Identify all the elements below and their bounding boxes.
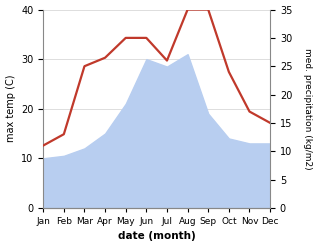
Y-axis label: max temp (C): max temp (C) — [5, 75, 16, 143]
Y-axis label: med. precipitation (kg/m2): med. precipitation (kg/m2) — [303, 48, 313, 169]
X-axis label: date (month): date (month) — [118, 231, 196, 242]
